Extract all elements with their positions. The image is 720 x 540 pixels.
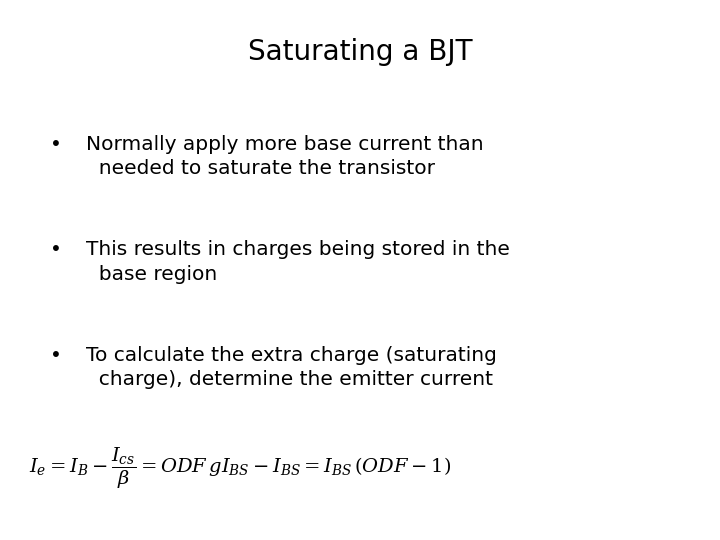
- Text: Normally apply more base current than
  needed to saturate the transistor: Normally apply more base current than ne…: [86, 135, 484, 178]
- Text: •: •: [50, 346, 62, 365]
- Text: This results in charges being stored in the
  base region: This results in charges being stored in …: [86, 240, 510, 284]
- Text: •: •: [50, 135, 62, 154]
- Text: Saturating a BJT: Saturating a BJT: [248, 38, 472, 66]
- Text: To calculate the extra charge (saturating
  charge), determine the emitter curre: To calculate the extra charge (saturatin…: [86, 346, 498, 389]
- Text: $I_e = I_B - \dfrac{I_{cs}}{\beta} = ODF\,\mathit{g}I_{BS} - I_{BS} = I_{BS}\,(O: $I_e = I_B - \dfrac{I_{cs}}{\beta} = ODF…: [29, 447, 451, 491]
- Text: •: •: [50, 240, 62, 259]
